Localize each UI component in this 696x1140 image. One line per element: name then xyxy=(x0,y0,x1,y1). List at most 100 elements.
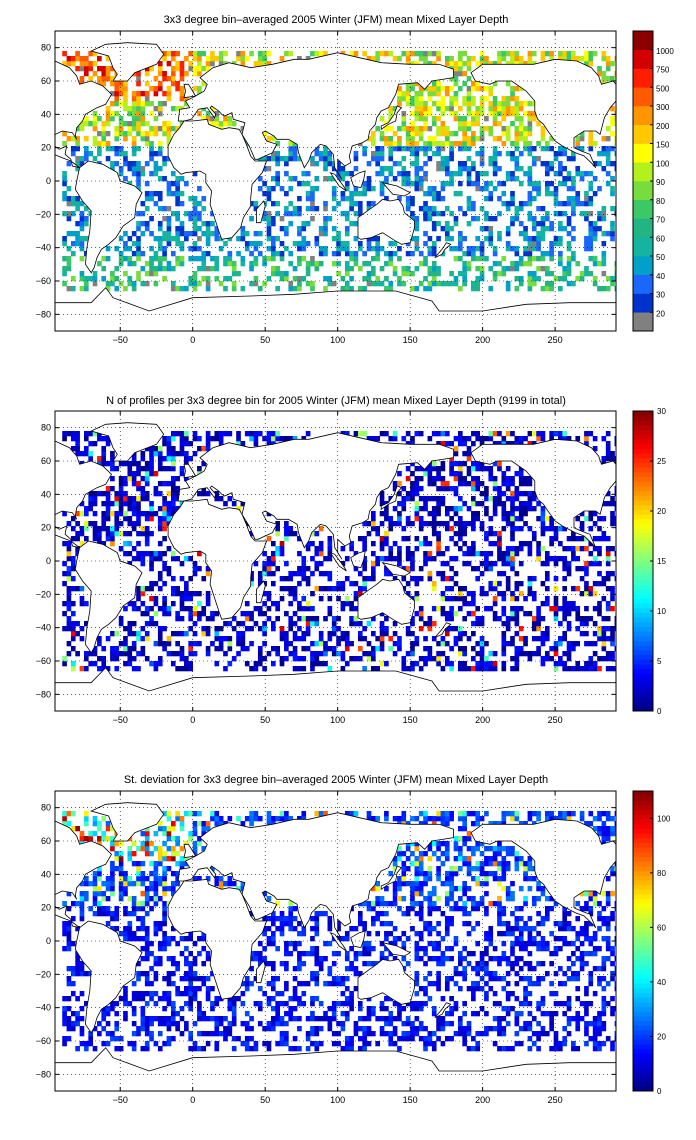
data-cell xyxy=(357,241,363,247)
data-cell xyxy=(614,501,616,507)
data-cell xyxy=(440,211,446,217)
data-cell xyxy=(123,131,128,137)
data-cell xyxy=(88,831,93,837)
data-cell xyxy=(462,271,467,277)
data-cell xyxy=(440,466,446,472)
data-cell xyxy=(540,616,546,622)
data-cell xyxy=(149,881,154,887)
data-cell xyxy=(162,256,167,262)
data-cell xyxy=(118,871,124,877)
data-cell xyxy=(401,181,407,187)
data-cell xyxy=(397,96,402,102)
data-cell xyxy=(501,106,507,112)
data-cell xyxy=(205,446,211,452)
data-cell xyxy=(371,271,376,277)
data-cell xyxy=(353,621,359,627)
data-cell xyxy=(323,571,328,577)
data-cell xyxy=(523,501,528,507)
data-cell xyxy=(257,611,263,617)
data-cell xyxy=(123,86,128,92)
data-cell xyxy=(436,146,441,152)
data-cell xyxy=(527,586,533,592)
data-cell xyxy=(149,501,154,507)
data-cell xyxy=(123,641,128,647)
data-cell xyxy=(62,51,67,57)
data-cell xyxy=(514,486,520,492)
data-cell xyxy=(488,516,494,522)
data-cell xyxy=(471,496,476,502)
data-cell xyxy=(192,216,198,222)
data-cell xyxy=(249,626,254,632)
data-cell xyxy=(523,476,528,482)
data-cell xyxy=(144,541,150,547)
data-cell xyxy=(440,161,446,167)
data-cell xyxy=(192,451,198,457)
data-cell xyxy=(153,76,159,82)
data-cell xyxy=(514,261,520,267)
data-cell xyxy=(188,961,194,967)
data-cell xyxy=(375,646,381,652)
data-cell xyxy=(514,616,520,622)
data-cell xyxy=(471,486,476,492)
data-cell xyxy=(605,551,611,557)
data-cell xyxy=(157,851,163,857)
data-cell xyxy=(310,591,315,597)
data-cell xyxy=(118,851,124,857)
data-cell xyxy=(357,201,363,207)
data-cell xyxy=(453,461,459,467)
data-cell xyxy=(197,236,202,242)
data-cell xyxy=(79,971,85,977)
data-cell xyxy=(66,196,72,202)
data-cell xyxy=(166,941,172,947)
data-cell xyxy=(610,186,615,192)
data-cell xyxy=(175,586,180,592)
y-tick-label: 20 xyxy=(41,523,51,533)
data-cell xyxy=(349,656,354,662)
data-cell xyxy=(166,636,172,642)
data-cell xyxy=(549,246,554,252)
data-cell xyxy=(501,526,507,532)
data-cell xyxy=(236,251,241,257)
data-cell xyxy=(140,101,146,107)
data-cell xyxy=(105,281,111,287)
data-cell xyxy=(179,1016,185,1022)
data-cell xyxy=(362,146,367,152)
data-cell xyxy=(436,471,441,477)
data-cell xyxy=(201,931,207,937)
data-cell xyxy=(66,556,72,562)
data-cell xyxy=(484,511,489,517)
data-cell xyxy=(70,661,76,667)
data-cell xyxy=(79,221,85,227)
data-cell xyxy=(427,136,433,142)
data-cell xyxy=(514,471,520,477)
data-cell xyxy=(131,546,137,552)
data-cell xyxy=(405,91,411,97)
data-cell xyxy=(162,231,167,237)
data-cell xyxy=(153,886,159,892)
data-cell xyxy=(592,641,598,647)
data-cell xyxy=(544,181,550,187)
data-cell xyxy=(410,201,415,207)
data-cell xyxy=(575,546,581,552)
data-cell xyxy=(575,666,581,672)
data-cell xyxy=(462,661,467,667)
colorbar-segment xyxy=(633,640,653,646)
data-cell xyxy=(101,71,107,77)
data-cell xyxy=(397,246,402,252)
colorbar-segment xyxy=(633,439,653,445)
data-cell xyxy=(353,156,359,162)
data-cell xyxy=(427,216,433,222)
data-cell xyxy=(492,561,498,567)
data-cell xyxy=(388,51,394,57)
data-cell xyxy=(79,831,85,837)
data-cell xyxy=(418,251,424,257)
data-cell xyxy=(588,231,594,237)
data-cell xyxy=(562,431,568,437)
data-cell xyxy=(240,501,246,507)
data-cell xyxy=(418,526,424,532)
data-cell xyxy=(92,521,98,527)
data-cell xyxy=(227,121,233,127)
colorbar-segment xyxy=(633,143,653,163)
colorbar-segment xyxy=(633,682,653,688)
data-cell xyxy=(197,836,202,842)
